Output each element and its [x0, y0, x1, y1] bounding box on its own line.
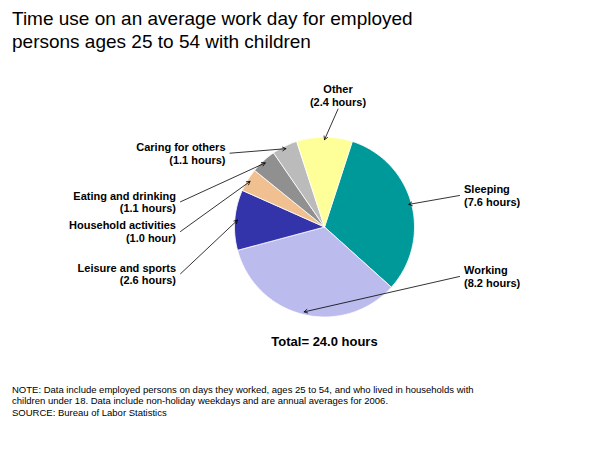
svg-text:Eating and drinking(1.1 hours): Eating and drinking(1.1 hours)	[73, 189, 176, 214]
svg-text:Other(2.4 hours): Other(2.4 hours)	[310, 82, 367, 107]
svg-text:Working(8.2 hours): Working(8.2 hours)	[464, 264, 521, 289]
svg-text:Caring for others(1.1 hours): Caring for others(1.1 hours)	[136, 141, 226, 166]
svg-text:Leisure and sports(2.6 hours): Leisure and sports(2.6 hours)	[78, 261, 177, 286]
html-text:Time use on an average work da: Time use on an average work day for empl…	[12, 8, 413, 52]
html-text:NOTE: Data include employed pe: NOTE: Data include employed persons on d…	[12, 383, 474, 407]
html-text:SOURCE: Bureau of Labor Statis: SOURCE: Bureau of Labor Statistics	[12, 407, 167, 419]
svg-text:Sleeping(7.6 hours): Sleeping(7.6 hours)	[464, 183, 521, 208]
svg-text:Total= 24.0 hours: Total= 24.0 hours	[271, 334, 377, 349]
svg-text:Household activities(1.0 hour): Household activities(1.0 hour)	[69, 219, 176, 244]
